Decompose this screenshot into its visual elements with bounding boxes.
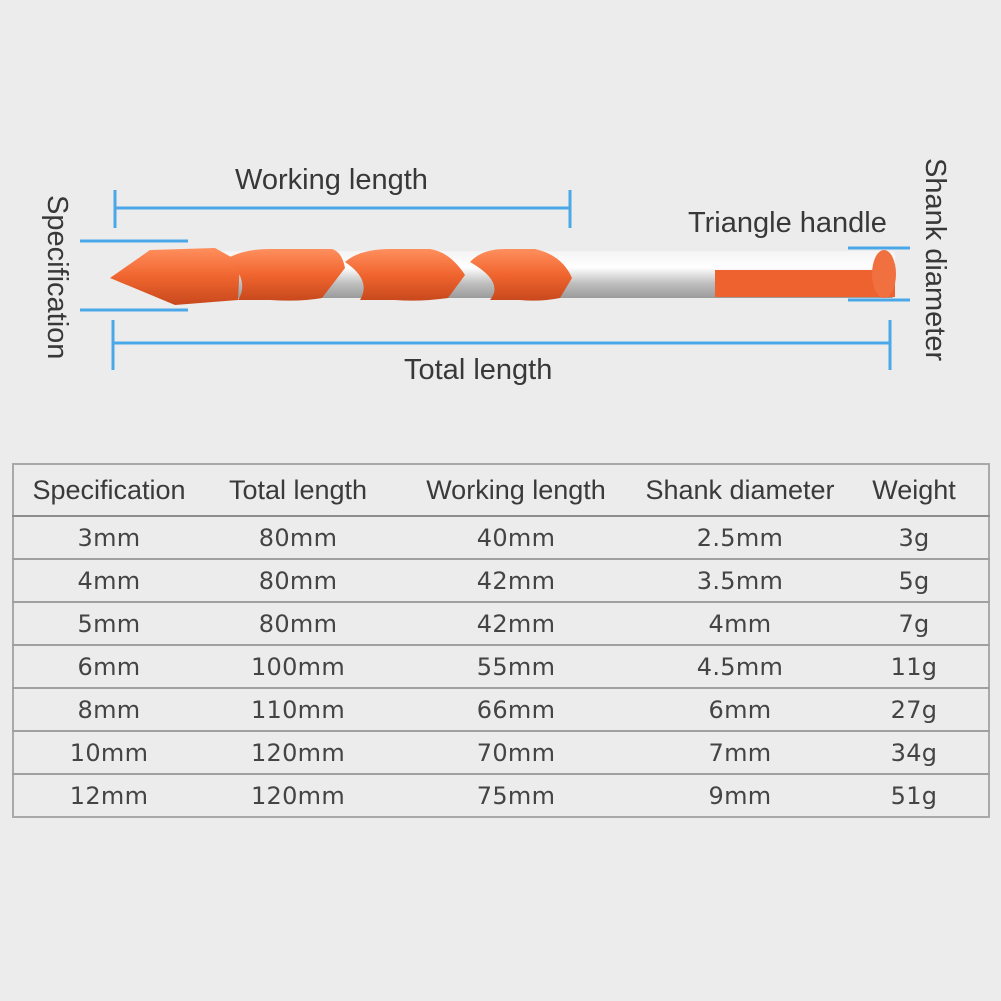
- table-cell: 4mm: [640, 602, 840, 646]
- table-cell: 3mm: [13, 516, 204, 560]
- specification-table: Specification Total length Working lengt…: [12, 463, 990, 818]
- column-header: Specification: [13, 464, 204, 517]
- table-row: 4mm 80mm 42mm 3.5mm 5g: [13, 559, 989, 603]
- working-length-label: Working length: [235, 164, 428, 196]
- table-cell: 6mm: [640, 688, 840, 732]
- table-cell: 3.5mm: [640, 559, 840, 603]
- column-header: Working length: [392, 464, 640, 517]
- table-row: 3mm 80mm 40mm 2.5mm 3g: [13, 516, 989, 560]
- table-cell: 10mm: [13, 731, 204, 775]
- table-cell: 8mm: [13, 688, 204, 732]
- working-length-dimension: [113, 190, 572, 228]
- column-header: Total length: [204, 464, 392, 517]
- drill-bit-diagram: Working length Triangle handle Total len…: [0, 0, 1001, 430]
- table-cell: 9mm: [708, 781, 772, 810]
- table-cell: 2.5mm: [640, 516, 840, 560]
- table-cell: 4.5mm: [640, 645, 840, 689]
- table-cell: 42mm: [392, 602, 640, 646]
- total-length-label: Total length: [404, 354, 553, 386]
- table-row: 5mm 80mm 42mm 4mm 7g: [13, 602, 989, 646]
- table-cell: 80mm: [204, 516, 392, 560]
- triangle-handle-label: Triangle handle: [688, 207, 887, 239]
- table-cell: 3g: [840, 516, 989, 560]
- table-cell: 7mm: [640, 731, 840, 775]
- table-cell: 27g: [840, 688, 989, 732]
- table-cell: 34g: [840, 731, 989, 775]
- table-cell: 110mm: [204, 688, 392, 732]
- shank-diameter-label: Shank diameter: [919, 158, 951, 362]
- table-row: 12mm 120mm 75mm 9mm 51g: [13, 774, 989, 817]
- table-cell: 11g: [840, 645, 989, 689]
- table-cell: 4mm: [13, 559, 204, 603]
- table-cell: 75mm: [476, 781, 556, 810]
- column-header: Shank diameter: [640, 464, 840, 517]
- table-cell: 5mm: [13, 602, 204, 646]
- table-cell: 5g: [840, 559, 989, 603]
- table-cell: 7g: [840, 602, 989, 646]
- table-cell: 80mm: [204, 602, 392, 646]
- table-cell: 40mm: [392, 516, 640, 560]
- drill-flutes: [228, 249, 572, 301]
- table-cell: 66mm: [392, 688, 640, 732]
- specification-label: Specification: [41, 195, 73, 360]
- shank-diameter-dimension: [848, 246, 910, 302]
- table-cell: 51g: [890, 781, 938, 810]
- table-cell: 70mm: [392, 731, 640, 775]
- column-header: Weight: [840, 464, 989, 517]
- table-cell: 12mm: [69, 781, 149, 810]
- drill-bit-illustration: [80, 190, 910, 370]
- table-row: 6mm 100mm 55mm 4.5mm 11g: [13, 645, 989, 689]
- table-row: 10mm 120mm 70mm 7mm 34g: [13, 731, 989, 775]
- table-cell: 120mm: [250, 781, 346, 810]
- table-header-row: Specification Total length Working lengt…: [13, 464, 989, 517]
- table-row: 8mm 110mm 66mm 6mm 27g: [13, 688, 989, 732]
- drill-tip: [110, 248, 240, 305]
- table-cell: 80mm: [204, 559, 392, 603]
- total-length-dimension: [111, 320, 892, 370]
- table-cell: 6mm: [13, 645, 204, 689]
- table-cell: 55mm: [392, 645, 640, 689]
- table-cell: 100mm: [204, 645, 392, 689]
- specification-dimension: [80, 239, 188, 312]
- table-cell: 42mm: [392, 559, 640, 603]
- table-cell: 120mm: [204, 731, 392, 775]
